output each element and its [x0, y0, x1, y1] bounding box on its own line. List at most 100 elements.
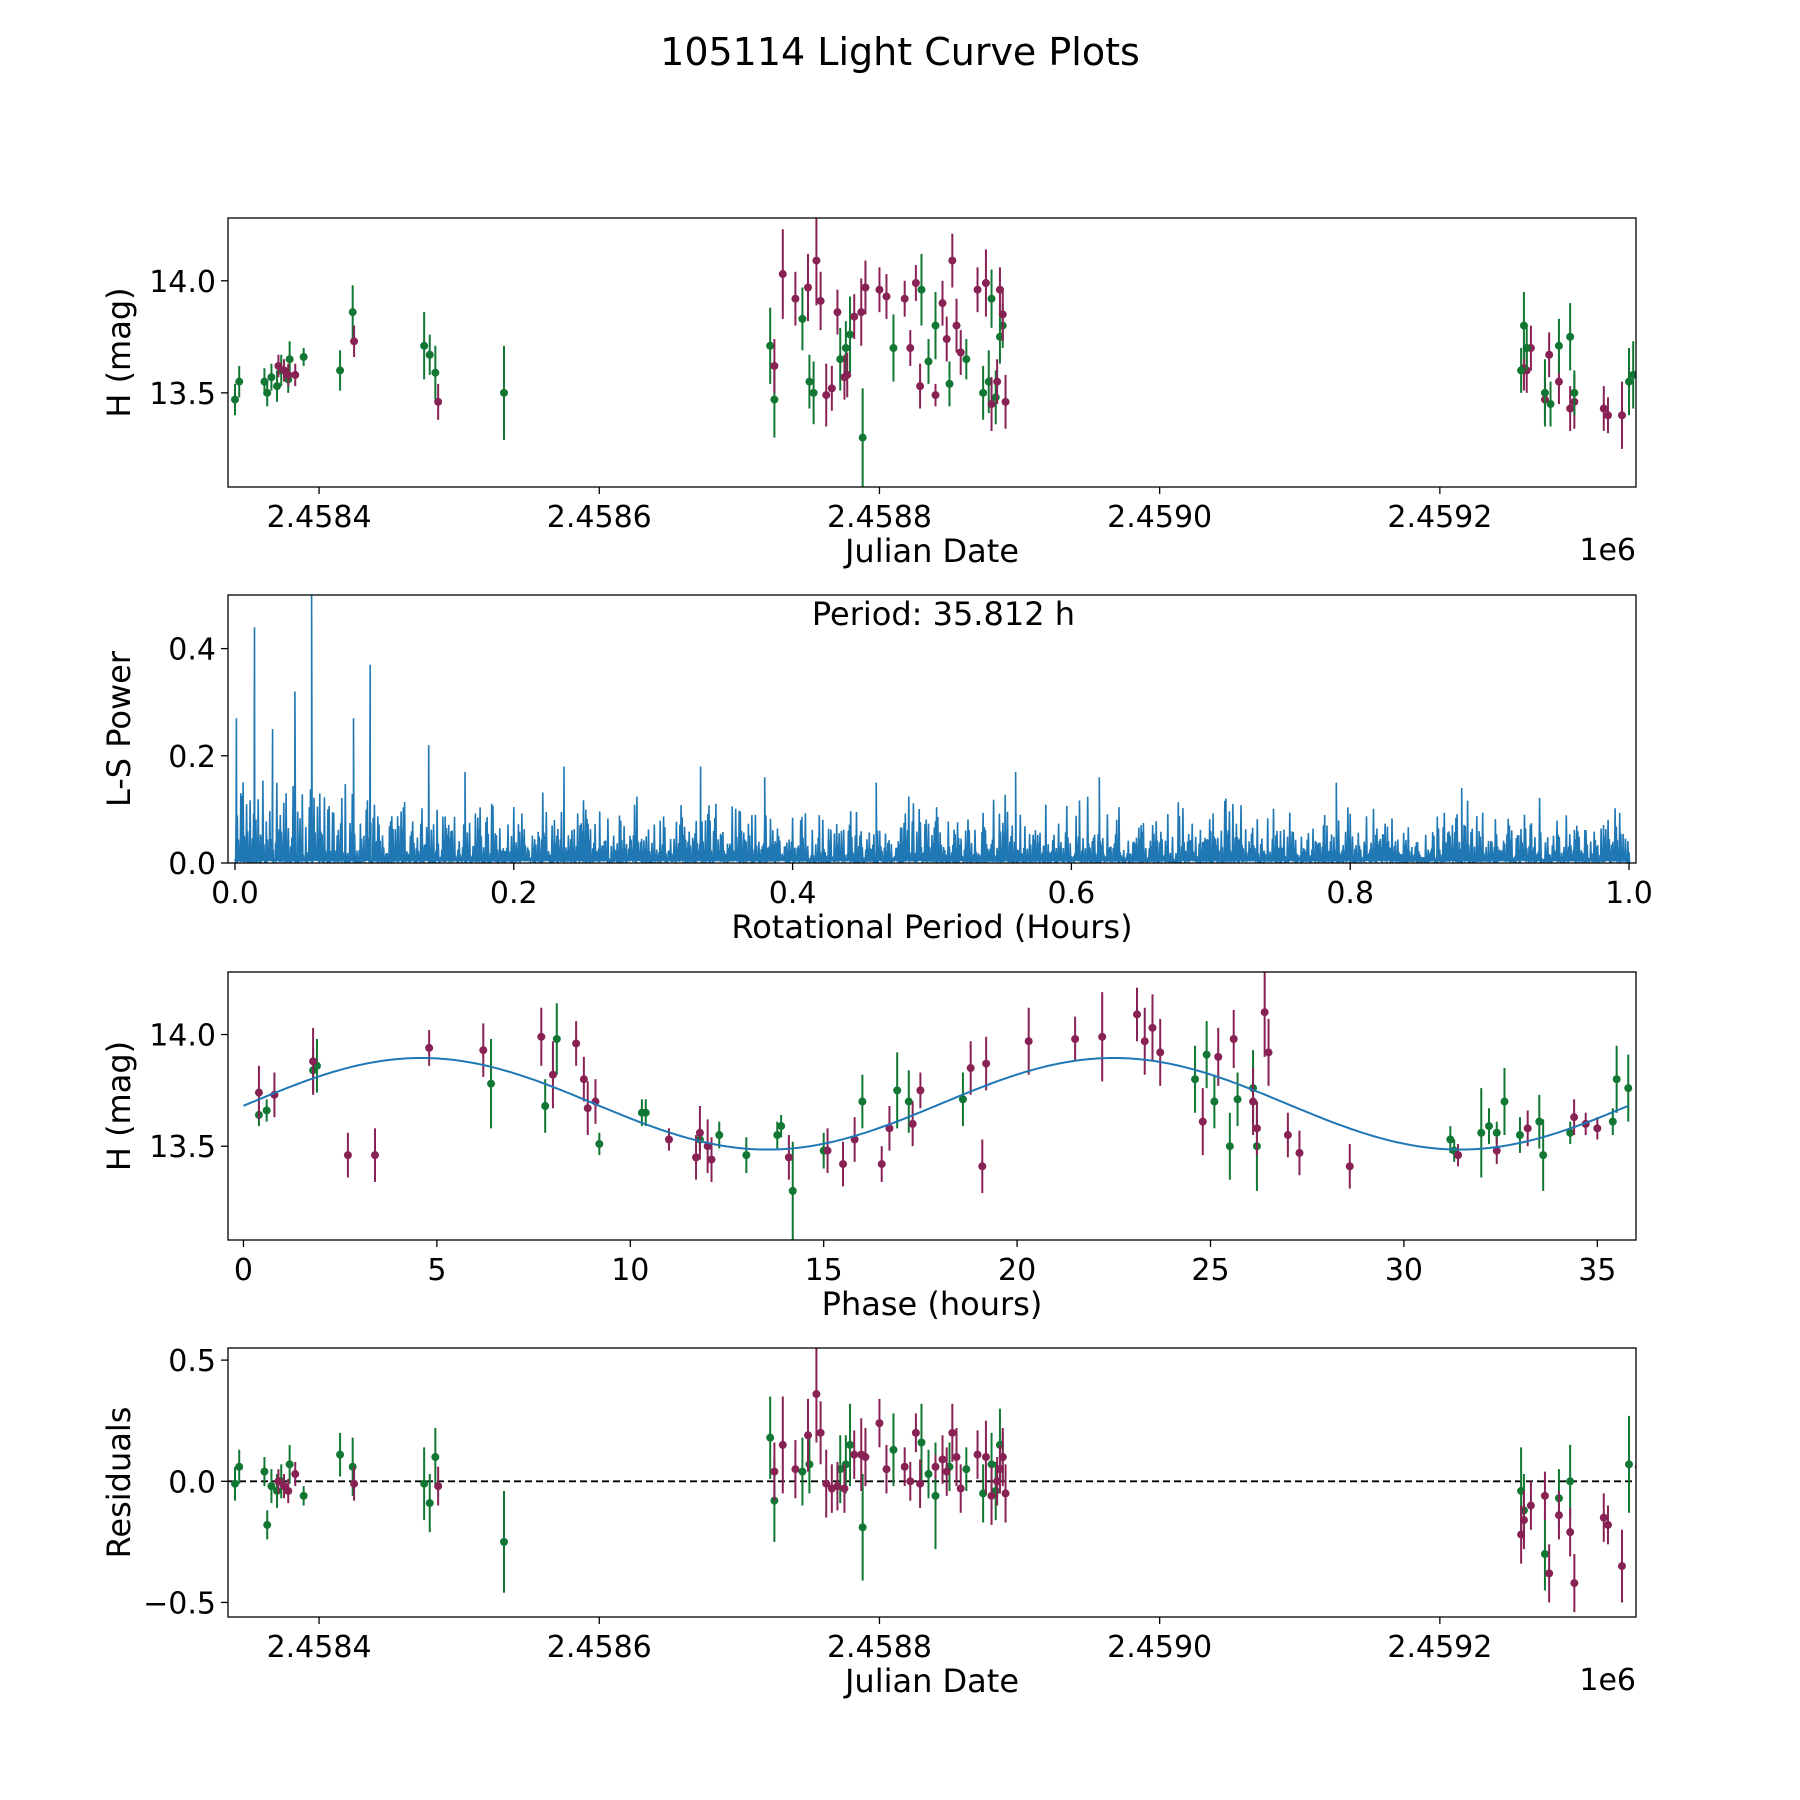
- data-point: [1599, 1513, 1608, 1522]
- data-point: [291, 1470, 300, 1479]
- data-point: [931, 391, 940, 400]
- x-tick-label: 0.4: [769, 876, 817, 911]
- data-point: [274, 361, 283, 370]
- data-point: [924, 1470, 933, 1479]
- data-point: [1133, 1010, 1142, 1019]
- data-point: [822, 1479, 831, 1488]
- data-point: [343, 1151, 352, 1160]
- data-point: [1098, 1032, 1107, 1041]
- data-point: [695, 1128, 704, 1137]
- data-point: [938, 1455, 947, 1464]
- data-point: [1570, 1113, 1579, 1122]
- data-layer: [231, 218, 1636, 487]
- data-point: [425, 1499, 434, 1508]
- data-point: [945, 379, 954, 388]
- data-point: [804, 283, 813, 292]
- data-point: [833, 1482, 842, 1491]
- data-point: [1539, 1151, 1548, 1160]
- data-point: [805, 377, 814, 386]
- data-point: [841, 344, 850, 353]
- data-point: [285, 355, 294, 364]
- data-point: [1540, 1491, 1549, 1500]
- data-point: [1454, 1151, 1463, 1160]
- data-point: [987, 1460, 996, 1469]
- data-point: [595, 1139, 604, 1148]
- data-point: [906, 1477, 915, 1486]
- data-point: [900, 294, 909, 303]
- y-axis-label: Residuals: [100, 1407, 138, 1559]
- data-point: [885, 1124, 894, 1133]
- data-point: [766, 341, 775, 350]
- data-point: [572, 1039, 581, 1048]
- data-point: [931, 321, 940, 330]
- data-point: [715, 1131, 724, 1140]
- data-point: [1214, 1052, 1223, 1061]
- data-point: [1071, 1035, 1080, 1043]
- data-point: [1554, 1511, 1563, 1520]
- data-point: [1517, 366, 1526, 375]
- data-point: [1624, 1460, 1633, 1469]
- y-tick-label: 14.0: [149, 1019, 216, 1054]
- data-point: [499, 1537, 508, 1546]
- data-point: [911, 1428, 920, 1437]
- y-tick-label: −0.5: [143, 1586, 216, 1621]
- data-point: [267, 1482, 276, 1491]
- data-point: [348, 308, 357, 317]
- data-point: [434, 397, 443, 406]
- data-point: [916, 382, 925, 391]
- data-point: [1554, 377, 1563, 386]
- data-point: [981, 279, 990, 288]
- data-point: [823, 1146, 832, 1155]
- x-tick-label: 15: [805, 1253, 843, 1288]
- data-point: [875, 1419, 884, 1428]
- data-point: [1264, 1048, 1273, 1057]
- data-point: [812, 256, 821, 265]
- data-point: [778, 270, 787, 279]
- data-point: [1545, 1569, 1554, 1578]
- data-point: [770, 395, 779, 404]
- data-point: [987, 294, 996, 303]
- y-axis-label: H (mag): [100, 287, 138, 417]
- data-point: [1599, 404, 1608, 413]
- data-point: [962, 355, 971, 364]
- data-point: [299, 352, 308, 361]
- x-axis-label: Rotational Period (Hours): [731, 908, 1132, 946]
- x-tick-label: 1.0: [1605, 876, 1653, 911]
- data-point: [1566, 404, 1575, 413]
- data-point: [434, 1482, 443, 1491]
- data-point: [1283, 1131, 1292, 1140]
- data-point: [850, 312, 859, 321]
- residuals-axes: 2.4584 2.4586 2.4588 2.4590 2.4592 −0.5 0.0 0.5…: [100, 1344, 1637, 1700]
- data-point: [1492, 1128, 1501, 1137]
- data-point: [861, 1453, 870, 1462]
- data-point: [1554, 341, 1563, 350]
- data-point: [692, 1153, 701, 1162]
- data-point: [916, 1086, 925, 1095]
- x-tick-label: 0.8: [1326, 876, 1374, 911]
- data-point: [431, 368, 440, 377]
- data-point: [1140, 1037, 1149, 1046]
- data-point: [1515, 1131, 1524, 1140]
- data-point: [773, 1131, 782, 1140]
- x-tick-label: 0.6: [1048, 876, 1096, 911]
- data-point: [1617, 1562, 1626, 1571]
- data-point: [809, 388, 818, 397]
- data-point: [788, 1186, 797, 1195]
- data-point: [973, 1450, 982, 1459]
- data-point: [284, 370, 293, 379]
- data-point: [982, 1059, 991, 1068]
- y-tick-label: 0.2: [168, 740, 216, 775]
- data-point: [1593, 1124, 1602, 1133]
- data-point: [235, 1462, 244, 1471]
- data-point: [952, 321, 961, 330]
- x-tick-label: 0.2: [490, 876, 538, 911]
- data-point: [858, 1097, 867, 1106]
- data-point: [917, 285, 926, 294]
- data-point: [707, 1155, 716, 1164]
- data-point: [973, 285, 982, 294]
- data-point: [827, 384, 836, 393]
- x-tick-label: 20: [998, 1253, 1036, 1288]
- data-point: [1345, 1162, 1354, 1171]
- data-point: [1024, 1037, 1033, 1046]
